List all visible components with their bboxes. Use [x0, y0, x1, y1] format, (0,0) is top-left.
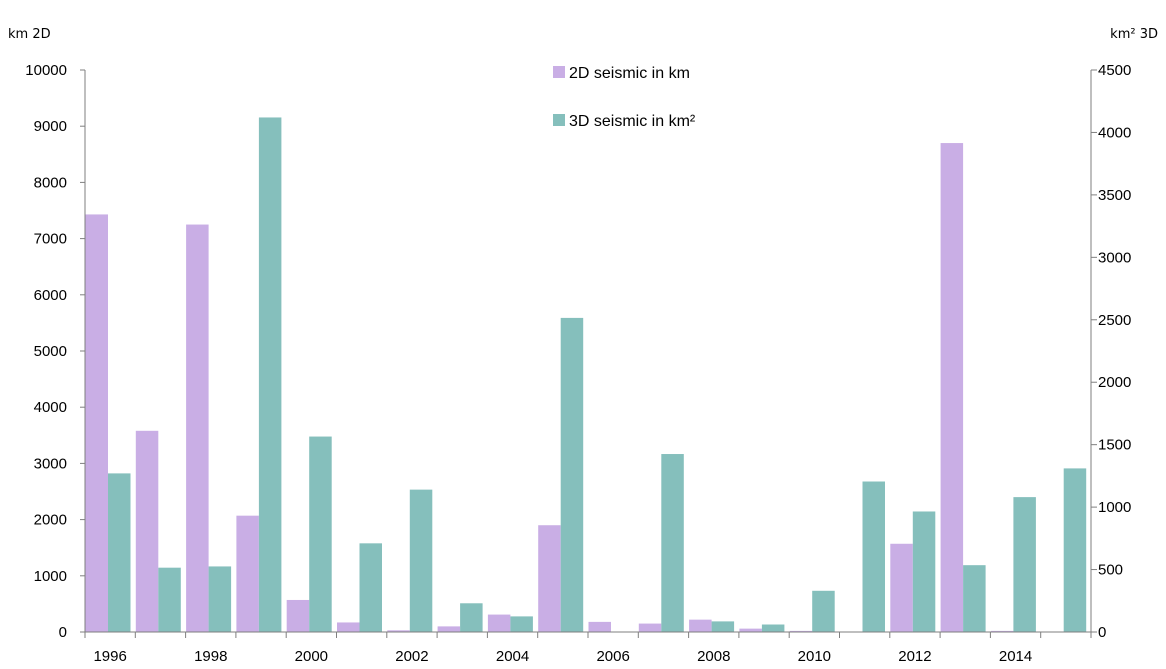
left-y-tick-label: 10000 [25, 62, 67, 79]
bar-2d-1998 [186, 224, 209, 633]
bar-2d-1996 [85, 214, 108, 632]
left-y-tick-label: 8000 [34, 174, 67, 191]
bar-3d-2003 [460, 603, 483, 632]
left-y-tick-label: 2000 [34, 512, 67, 529]
x-tick-label: 2004 [496, 648, 529, 665]
bar-2d-2000 [286, 599, 310, 632]
bar-2d-2008 [689, 619, 712, 632]
x-tick-label: 2000 [295, 648, 328, 665]
bar-2d-2013 [940, 143, 964, 632]
legend-label-3d: 3D seismic in km² [569, 113, 696, 130]
x-tick-label: 2006 [596, 648, 629, 665]
bar-3d-2004 [510, 616, 533, 632]
right-y-tick-label: 2500 [1098, 312, 1131, 329]
bar-3d-2001 [359, 543, 382, 632]
right-y-tick-label: 0 [1098, 624, 1106, 641]
left-y-tick-label: 0 [59, 624, 67, 641]
x-tick-label: 2014 [999, 648, 1032, 665]
bars-layer [85, 117, 1087, 633]
bar-3d-2007 [661, 454, 684, 632]
left-y-tick-label: 6000 [34, 287, 67, 304]
left-axis-unit-label: km 2D [8, 27, 51, 42]
x-tick-label: 2012 [898, 648, 931, 665]
bar-2d-2003 [437, 626, 461, 632]
left-y-tick-label: 5000 [34, 343, 67, 360]
right-y-tick-label: 1500 [1098, 437, 1131, 454]
bar-2d-2012 [890, 543, 913, 632]
bar-3d-2013 [963, 565, 986, 632]
left-y-tick-label: 9000 [34, 118, 67, 135]
right-y-tick-label: 3000 [1098, 249, 1131, 266]
bar-3d-1997 [158, 567, 181, 632]
right-y-tick-label: 3500 [1098, 187, 1131, 204]
bar-2d-2004 [487, 614, 511, 632]
bar-3d-1996 [108, 473, 131, 632]
bar-3d-2011 [862, 481, 885, 632]
bar-2d-2002 [387, 630, 410, 632]
bar-2d-2014 [990, 630, 1014, 632]
bar-2d-2005 [538, 525, 561, 632]
legend: 2D seismic in km 3D seismic in km² [553, 65, 696, 130]
legend-swatch-2d [553, 66, 565, 78]
bar-3d-2008 [711, 621, 735, 632]
bar-3d-1998 [208, 566, 232, 632]
left-y-tick-label: 7000 [34, 231, 67, 248]
bar-3d-2012 [912, 511, 936, 632]
right-y-tick-label: 500 [1098, 562, 1123, 579]
bar-3d-2015 [1063, 468, 1087, 632]
legend-swatch-3d [553, 114, 565, 126]
bar-3d-1999 [258, 117, 282, 632]
right-y-tick-label: 4500 [1098, 62, 1131, 79]
bar-2d-2006 [588, 621, 611, 632]
bar-3d-2014 [1013, 497, 1036, 632]
bar-3d-2005 [560, 317, 584, 632]
bar-2d-2007 [638, 623, 662, 632]
bar-2d-1999 [236, 515, 259, 632]
bar-3d-2002 [409, 489, 433, 632]
bar-3d-2000 [309, 436, 332, 632]
bar-2d-2010 [789, 630, 813, 632]
right-axis-unit-label: km² 3D [1110, 27, 1158, 42]
x-tick-label: 2010 [798, 648, 831, 665]
left-y-tick-label: 3000 [34, 455, 67, 472]
bar-3d-2010 [812, 590, 835, 632]
x-tick-label: 2008 [697, 648, 730, 665]
left-y-tick-label: 4000 [34, 399, 67, 416]
legend-label-2d: 2D seismic in km [569, 65, 690, 82]
left-y-tick-label: 1000 [34, 568, 67, 585]
axes-layer: 0100020003000400050006000700080009000100… [25, 62, 1131, 665]
bar-3d-2009 [761, 624, 785, 632]
x-tick-label: 1996 [93, 648, 126, 665]
x-tick-label: 2002 [395, 648, 428, 665]
x-tick-label: 1998 [194, 648, 227, 665]
bar-2d-2001 [337, 622, 360, 632]
bar-2d-1997 [135, 430, 159, 632]
right-y-tick-label: 2000 [1098, 374, 1131, 391]
right-y-tick-label: 1000 [1098, 499, 1131, 516]
bar-2d-2009 [739, 628, 762, 632]
right-y-tick-label: 4000 [1098, 124, 1131, 141]
